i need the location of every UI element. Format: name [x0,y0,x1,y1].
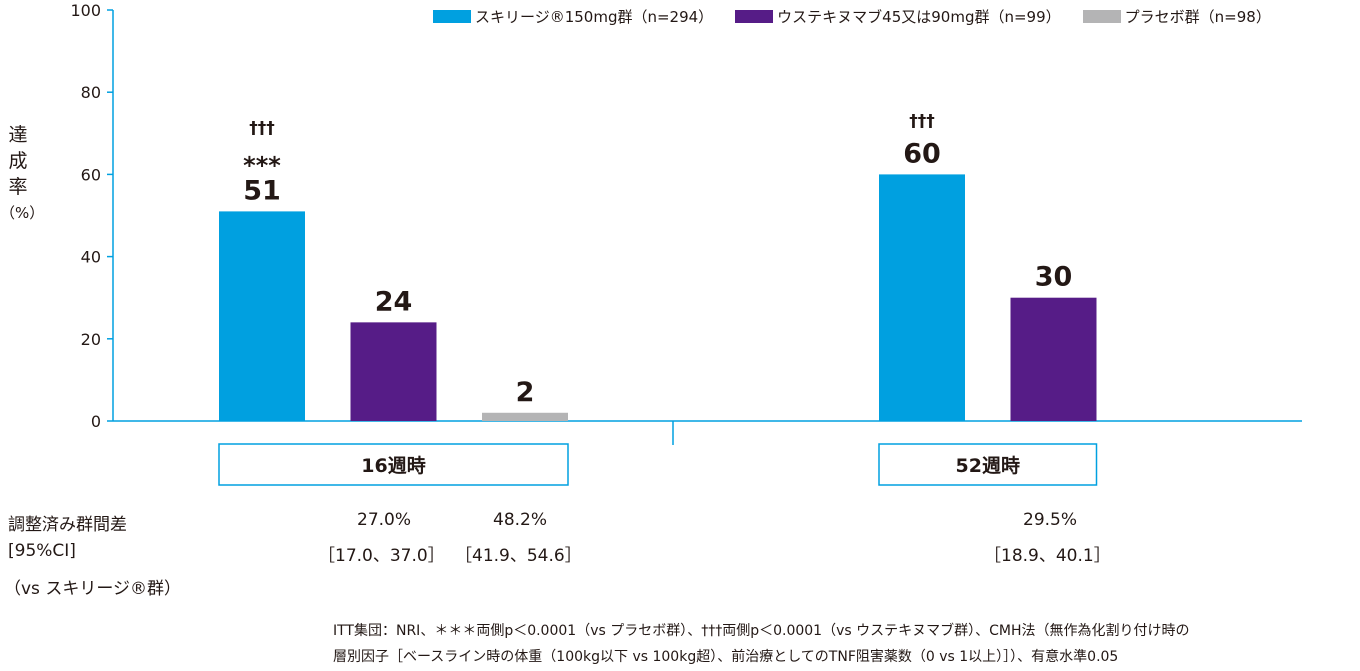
y-tick-label: 60 [81,165,101,184]
bar [219,211,305,421]
data-label: 24 [375,286,413,317]
table-row-label: [95%CI] [8,541,76,561]
diff-value: 29.5% [1023,510,1078,530]
diff-value: 27.0% [357,510,412,530]
category-box [218,443,569,486]
legend-item-ustekinumab: ウステキヌマブ45又は90mg群（n=99） [735,6,1061,27]
category-label: 52週時 [956,455,1020,477]
legend-swatch [735,10,774,23]
legend-swatch [1082,10,1121,23]
data-label: 30 [1035,262,1073,293]
y-tick-label: 0 [91,412,101,431]
data-label: 2 [516,377,535,408]
table-row-label: （vs スキリージ®群） [4,579,181,599]
y-tick-label: 20 [81,330,101,349]
data-label: 51 [243,175,281,206]
y-tick-label: 100 [70,1,101,20]
ci-value: ［41.9、54.6］ [455,546,582,566]
bar [879,174,965,421]
y-tick-label: 40 [81,248,101,267]
table-row-label: 調整済み群間差 [8,515,127,535]
significance-mark: ††† [909,111,935,131]
ci-value: ［18.9、40.1］ [984,546,1111,566]
significance-mark: *** [243,151,281,179]
diff-value: 48.2% [493,510,548,530]
significance-mark: ††† [249,118,275,138]
legend-label: スキリージ®150mg群（n=294） [475,8,714,26]
bar [1010,297,1097,421]
legend: スキリージ®150mg群（n=294） ウステキヌマブ45又は90mg群（n=9… [433,6,1271,27]
footnote-line: ITT集団：NRI、＊＊＊両側p＜0.0001（vs プラセボ群）、†††両側p… [333,623,1190,639]
footnote-line: 層別因子［ベースライン時の体重（100kg以下 vs 100kg超）、前治療とし… [333,649,1119,665]
y-label-char: 達 [8,124,28,146]
y-axis-label: 達 成 率 （%） [0,122,44,226]
category-box [878,443,1098,486]
y-label-char: 成 [8,150,28,172]
footnote: ITT集団：NRI、＊＊＊両側p＜0.0001（vs プラセボ群）、†††両側p… [333,618,1190,670]
legend-item-skyrizi: スキリージ®150mg群（n=294） [433,6,713,27]
category-label: 16週時 [361,455,425,477]
bar [482,412,568,421]
legend-label: ウステキヌマブ45又は90mg群（n=99） [777,8,1061,26]
data-label: 60 [903,138,941,169]
y-tick-label: 80 [81,83,101,102]
legend-swatch [433,10,471,23]
y-label-char: 率 [8,176,28,198]
y-label-unit: （%） [0,204,45,222]
legend-label: プラセボ群（n=98） [1124,8,1271,26]
bar [350,322,437,421]
ci-value: ［17.0、37.0］ [318,546,445,566]
legend-item-placebo: プラセボ群（n=98） [1082,6,1271,27]
chart: 0 20 40 60 80 100 51 ††† *** 24 2 16週時 60 ††† 30 52週時 [70,1,1302,486]
